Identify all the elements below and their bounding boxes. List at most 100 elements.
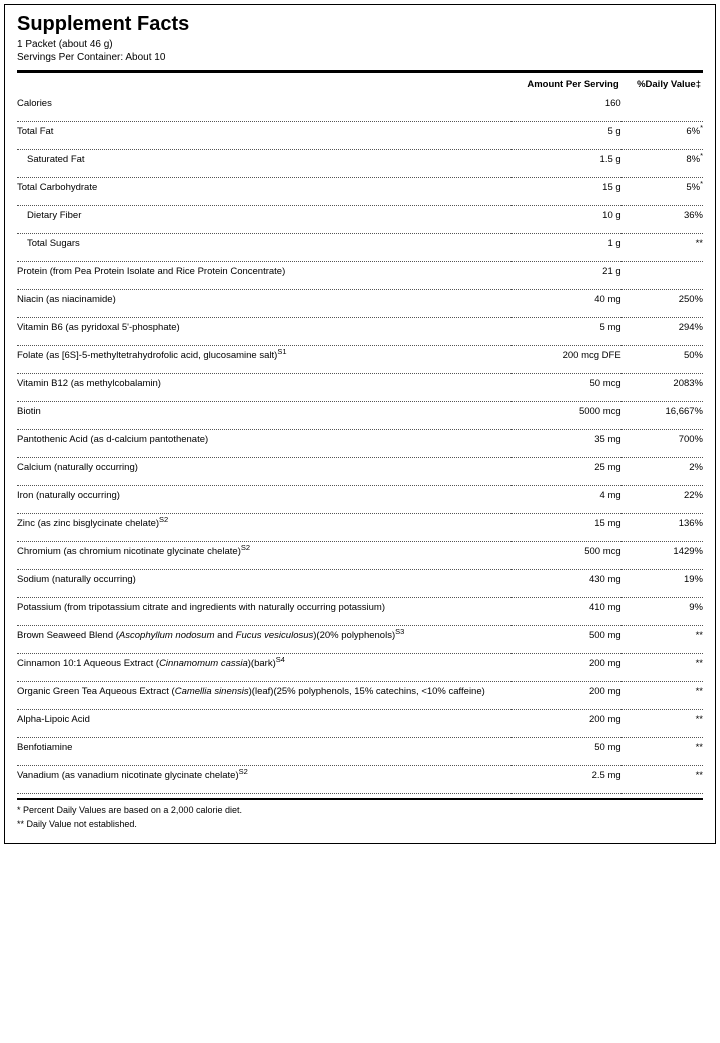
nutrient-amount: 1.5 g [511,150,621,178]
nutrient-dv: 9% [621,598,703,626]
nutrient-amount: 5 mg [511,318,621,346]
nutrient-name: Total Sugars [17,234,511,262]
nutrient-dv [621,262,703,290]
nutrient-name: Calories [17,94,511,122]
nutrient-dv: ** [621,710,703,738]
nutrient-amount: 40 mg [511,290,621,318]
nutrient-dv: 250% [621,290,703,318]
nutrient-dv: ** [621,234,703,262]
nutrient-dv: ** [621,682,703,710]
nutrient-amount: 200 mg [511,654,621,682]
header-amount: Amount Per Serving [511,73,621,94]
footnote-line: ** Daily Value not established. [17,818,703,832]
nutrient-amount: 5000 mcg [511,402,621,430]
nutrient-name: Niacin (as niacinamide) [17,290,511,318]
nutrient-dv: 6%* [621,122,703,150]
servings-per-container: Servings Per Container: About 10 [17,51,703,64]
nutrient-amount: 1 g [511,234,621,262]
nutrient-name: Vanadium (as vanadium nicotinate glycina… [17,766,511,794]
nutrient-name: Calcium (naturally occurring) [17,458,511,486]
nutrient-dv: 2% [621,458,703,486]
nutrient-dv: 5%* [621,178,703,206]
footnotes: * Percent Daily Values are based on a 2,… [17,804,703,831]
nutrient-dv: 50% [621,346,703,374]
nutrient-amount: 410 mg [511,598,621,626]
nutrient-dv: ** [621,626,703,654]
table-row: Calories160 [17,94,703,122]
nutrient-name: Total Carbohydrate [17,178,511,206]
table-row: Chromium (as chromium nicotinate glycina… [17,542,703,570]
nutrient-amount: 2.5 mg [511,766,621,794]
nutrient-dv: 8%* [621,150,703,178]
table-row: Potassium (from tripotassium citrate and… [17,598,703,626]
table-row: Folate (as [6S]-5-methyltetrahydrofolic … [17,346,703,374]
table-row: Zinc (as zinc bisglycinate chelate)S215 … [17,514,703,542]
nutrient-name: Vitamin B12 (as methylcobalamin) [17,374,511,402]
nutrient-dv: 36% [621,206,703,234]
nutrient-amount: 25 mg [511,458,621,486]
nutrient-amount: 15 g [511,178,621,206]
nutrient-dv: 294% [621,318,703,346]
nutrient-name: Protein (from Pea Protein Isolate and Ri… [17,262,511,290]
nutrient-name: Zinc (as zinc bisglycinate chelate)S2 [17,514,511,542]
table-row: Calcium (naturally occurring)25 mg2% [17,458,703,486]
table-row: Niacin (as niacinamide)40 mg250% [17,290,703,318]
nutrient-amount: 50 mcg [511,374,621,402]
nutrient-name: Potassium (from tripotassium citrate and… [17,598,511,626]
nutrient-amount: 15 mg [511,514,621,542]
nutrient-dv: 136% [621,514,703,542]
table-row: Total Sugars1 g** [17,234,703,262]
footnote-line: * Percent Daily Values are based on a 2,… [17,804,703,818]
table-row: Iron (naturally occurring)4 mg22% [17,486,703,514]
table-row: Total Fat5 g6%* [17,122,703,150]
bottom-divider [17,798,703,800]
nutrient-dv [621,94,703,122]
nutrient-dv: 22% [621,486,703,514]
nutrient-amount: 200 mg [511,710,621,738]
table-row: Biotin5000 mcg16,667% [17,402,703,430]
table-row: Benfotiamine50 mg** [17,738,703,766]
nutrient-amount: 200 mcg DFE [511,346,621,374]
nutrient-name: Chromium (as chromium nicotinate glycina… [17,542,511,570]
nutrient-amount: 21 g [511,262,621,290]
nutrient-amount: 5 g [511,122,621,150]
nutrient-amount: 4 mg [511,486,621,514]
nutrient-name: Cinnamon 10:1 Aqueous Extract (Cinnamomu… [17,654,511,682]
nutrient-amount: 10 g [511,206,621,234]
table-row: Dietary Fiber10 g36% [17,206,703,234]
nutrient-name: Folate (as [6S]-5-methyltetrahydrofolic … [17,346,511,374]
table-row: Brown Seaweed Blend (Ascophyllum nodosum… [17,626,703,654]
nutrient-dv: 2083% [621,374,703,402]
panel-title: Supplement Facts [17,13,703,36]
nutrient-name: Iron (naturally occurring) [17,486,511,514]
table-row: Cinnamon 10:1 Aqueous Extract (Cinnamomu… [17,654,703,682]
header-dv: %Daily Value‡ [621,73,703,94]
nutrient-name: Brown Seaweed Blend (Ascophyllum nodosum… [17,626,511,654]
nutrient-amount: 160 [511,94,621,122]
nutrient-name: Vitamin B6 (as pyridoxal 5'-phosphate) [17,318,511,346]
nutrient-amount: 50 mg [511,738,621,766]
nutrient-dv: ** [621,654,703,682]
header-name [17,73,511,94]
nutrient-dv: ** [621,738,703,766]
nutrient-name: Biotin [17,402,511,430]
serving-size: 1 Packet (about 46 g) [17,38,703,51]
table-header-row: Amount Per Serving %Daily Value‡ [17,73,703,94]
nutrient-name: Saturated Fat [17,150,511,178]
nutrient-name: Organic Green Tea Aqueous Extract (Camel… [17,682,511,710]
nutrient-dv: 16,667% [621,402,703,430]
table-row: Pantothenic Acid (as d-calcium pantothen… [17,430,703,458]
nutrient-name: Sodium (naturally occurring) [17,570,511,598]
table-row: Saturated Fat1.5 g8%* [17,150,703,178]
nutrient-amount: 430 mg [511,570,621,598]
nutrient-dv: ** [621,766,703,794]
table-row: Protein (from Pea Protein Isolate and Ri… [17,262,703,290]
supplement-facts-panel: Supplement Facts 1 Packet (about 46 g) S… [4,4,716,844]
table-row: Alpha-Lipoic Acid200 mg** [17,710,703,738]
table-row: Sodium (naturally occurring)430 mg19% [17,570,703,598]
nutrient-amount: 35 mg [511,430,621,458]
nutrient-name: Alpha-Lipoic Acid [17,710,511,738]
nutrient-name: Pantothenic Acid (as d-calcium pantothen… [17,430,511,458]
table-row: Vitamin B12 (as methylcobalamin)50 mcg20… [17,374,703,402]
nutrient-name: Total Fat [17,122,511,150]
